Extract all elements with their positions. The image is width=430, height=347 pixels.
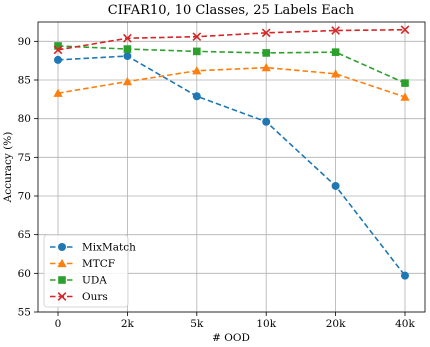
legend-item: UDA	[50, 275, 107, 287]
series-line	[57, 28, 406, 51]
y-tick-label: 90	[18, 36, 31, 48]
y-tick-label: 75	[18, 152, 31, 164]
plot-frame	[37, 21, 426, 313]
data-point	[401, 271, 409, 280]
y-axis-label: Accuracy (%)	[2, 132, 14, 204]
grid-layer	[38, 22, 425, 313]
data-point	[331, 48, 340, 56]
y-tick-label: 80	[18, 113, 31, 125]
data-point	[122, 76, 132, 86]
y-tick-label: 60	[18, 268, 31, 280]
legend-marker	[57, 292, 67, 301]
x-tick-label: 0	[55, 318, 62, 330]
x-axis-label: # OOD	[212, 332, 250, 344]
legend-label: UDA	[82, 275, 107, 287]
data-point	[123, 33, 132, 43]
y-tick-label: 55	[18, 307, 31, 319]
legend-marker	[58, 243, 66, 251]
data-point	[401, 79, 409, 87]
series-line	[57, 45, 406, 84]
data-point	[262, 49, 270, 57]
data-point	[331, 26, 340, 35]
legend-item: Ours	[50, 291, 108, 303]
legend-marker	[58, 276, 66, 284]
data-point	[123, 45, 132, 53]
y-tick-label: 85	[18, 75, 31, 87]
data-point	[54, 55, 62, 64]
data-point	[192, 92, 201, 101]
data-point	[400, 92, 410, 101]
data-point	[192, 66, 202, 75]
data-point	[53, 88, 63, 97]
legend-marker	[57, 258, 67, 268]
legend-label: MTCF	[82, 258, 115, 270]
series-mtcf	[53, 63, 410, 101]
x-tick-label: 5k	[190, 318, 204, 330]
x-tick-label: 20k	[326, 318, 346, 330]
legend-item: MTCF	[50, 258, 115, 270]
data-point	[261, 28, 271, 38]
x-tick-label: 40k	[395, 318, 415, 330]
data-point	[192, 32, 202, 42]
chart-title: CIFAR10, 10 Classes, 25 Labels Each	[108, 3, 355, 18]
x-tick-label: 2k	[121, 318, 135, 330]
data-point	[54, 42, 62, 50]
series-mixmatch	[54, 52, 409, 280]
data-point	[400, 25, 410, 35]
legend-label: Ours	[82, 291, 108, 303]
x-tick-label: 10k	[256, 318, 276, 330]
data-point	[331, 69, 341, 78]
data-point	[262, 117, 271, 126]
legend: MixMatch MTCF UDA Ours	[43, 234, 136, 308]
data-point	[331, 181, 340, 190]
series-uda	[54, 42, 409, 87]
data-point	[261, 63, 271, 72]
series-ours	[53, 25, 410, 55]
legend-label: MixMatch	[82, 242, 136, 254]
y-tick-label: 70	[18, 191, 31, 203]
tick-layer: 0 2k 5k 10k 20k 40k 55 60 65 70 75 80 85 90	[18, 36, 416, 330]
series-layer	[53, 25, 410, 280]
data-point	[53, 45, 63, 55]
legend-item: MixMatch	[50, 242, 136, 254]
data-point	[193, 47, 201, 56]
series-line	[57, 66, 406, 98]
data-point	[123, 52, 132, 61]
legend-box	[43, 234, 129, 308]
y-tick-label: 65	[18, 229, 31, 241]
